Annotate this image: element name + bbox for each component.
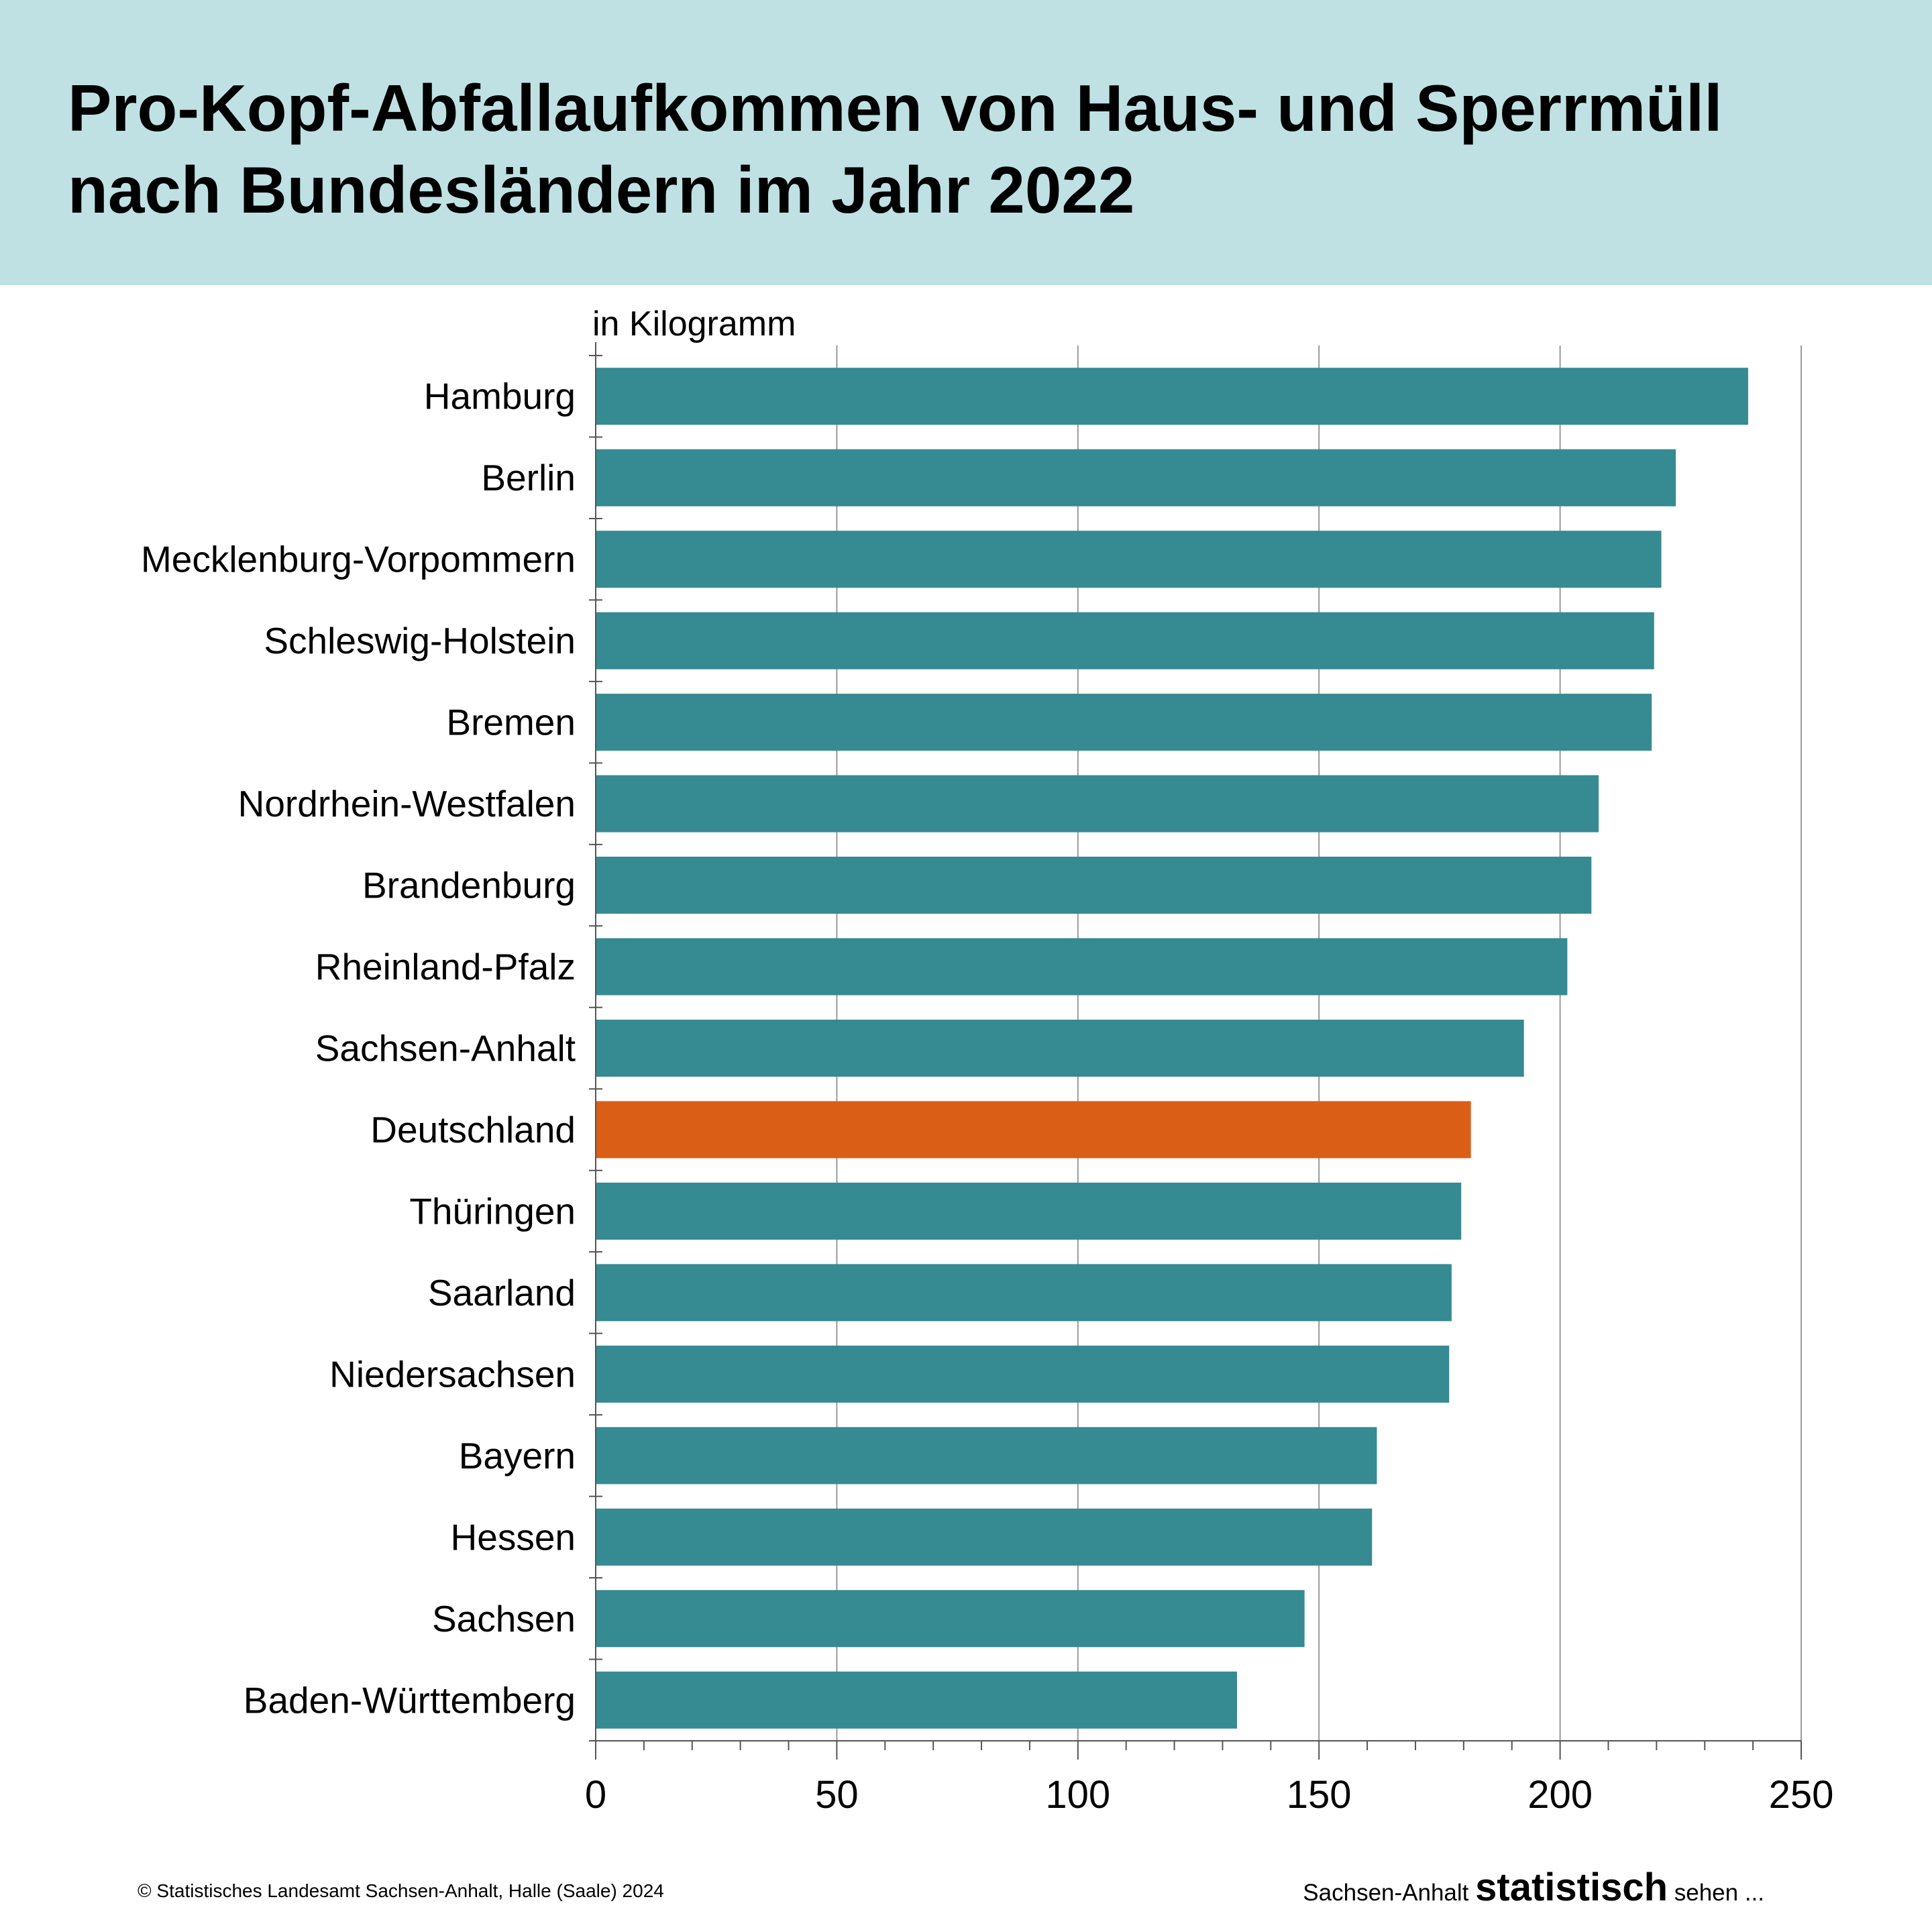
bar: [596, 1345, 1450, 1403]
chart-title: Pro-Kopf-Abfallaufkommen von Haus- und S…: [68, 71, 1723, 227]
x-tick-label: 0: [585, 1773, 606, 1817]
category-label: Sachsen: [432, 1598, 576, 1640]
category-label: Nordrhein-Westfalen: [238, 783, 576, 824]
bar: [596, 1590, 1305, 1648]
bar: [596, 1101, 1471, 1159]
category-label: Baden-Württemberg: [244, 1679, 576, 1721]
category-label: Brandenburg: [362, 865, 576, 906]
copyright-text: © Statistisches Landesamt Sachsen-Anhalt…: [138, 1880, 664, 1901]
bar: [596, 1182, 1462, 1240]
bar: [596, 449, 1676, 506]
header-banner: Pro-Kopf-Abfallaufkommen von Haus- und S…: [0, 0, 1932, 285]
bar: [596, 368, 1748, 425]
bar: [596, 1427, 1377, 1485]
category-label: Hessen: [451, 1516, 576, 1558]
bar-chart: in Kilogramm Hamburg Berlin Mecklenburg-Vor…: [141, 305, 1834, 1817]
category-label: Rheinland-Pfalz: [315, 946, 576, 987]
bar: [596, 1264, 1452, 1322]
category-label: Thüringen: [409, 1190, 576, 1232]
slogan: Sachsen-Anhalt statistisch sehen ...: [1303, 1865, 1764, 1910]
bar: [596, 775, 1599, 833]
category-label: Saarland: [428, 1272, 576, 1313]
slogan-pre: Sachsen-Anhalt: [1303, 1880, 1476, 1906]
bar: [596, 938, 1568, 996]
category-label: Niedersachsen: [329, 1353, 576, 1395]
x-tick-label: 100: [1045, 1773, 1110, 1817]
category-label: Hamburg: [424, 376, 576, 417]
category-label: Deutschland: [370, 1109, 576, 1150]
bar: [596, 1508, 1373, 1566]
category-label: Bayern: [459, 1435, 576, 1477]
bar: [596, 531, 1662, 588]
unit-label: in Kilogramm: [592, 305, 796, 343]
category-label: Mecklenburg-Vorpommern: [141, 539, 576, 580]
x-tick-label: 150: [1287, 1773, 1352, 1817]
x-tick-label: 250: [1769, 1773, 1834, 1817]
bar: [596, 694, 1652, 751]
bar: [596, 1671, 1238, 1729]
slogan-post: sehen ...: [1668, 1880, 1764, 1906]
x-tick-label: 50: [815, 1773, 859, 1817]
bar: [596, 1019, 1524, 1077]
category-label: Bremen: [446, 702, 576, 743]
category-label: Sachsen-Anhalt: [315, 1028, 576, 1069]
x-tick-label: 200: [1527, 1773, 1593, 1817]
category-label: Berlin: [481, 457, 576, 498]
slogan-brand: statistisch: [1475, 1866, 1668, 1909]
bar: [596, 857, 1592, 914]
category-label: Schleswig-Holstein: [264, 620, 576, 661]
bar: [596, 612, 1654, 669]
